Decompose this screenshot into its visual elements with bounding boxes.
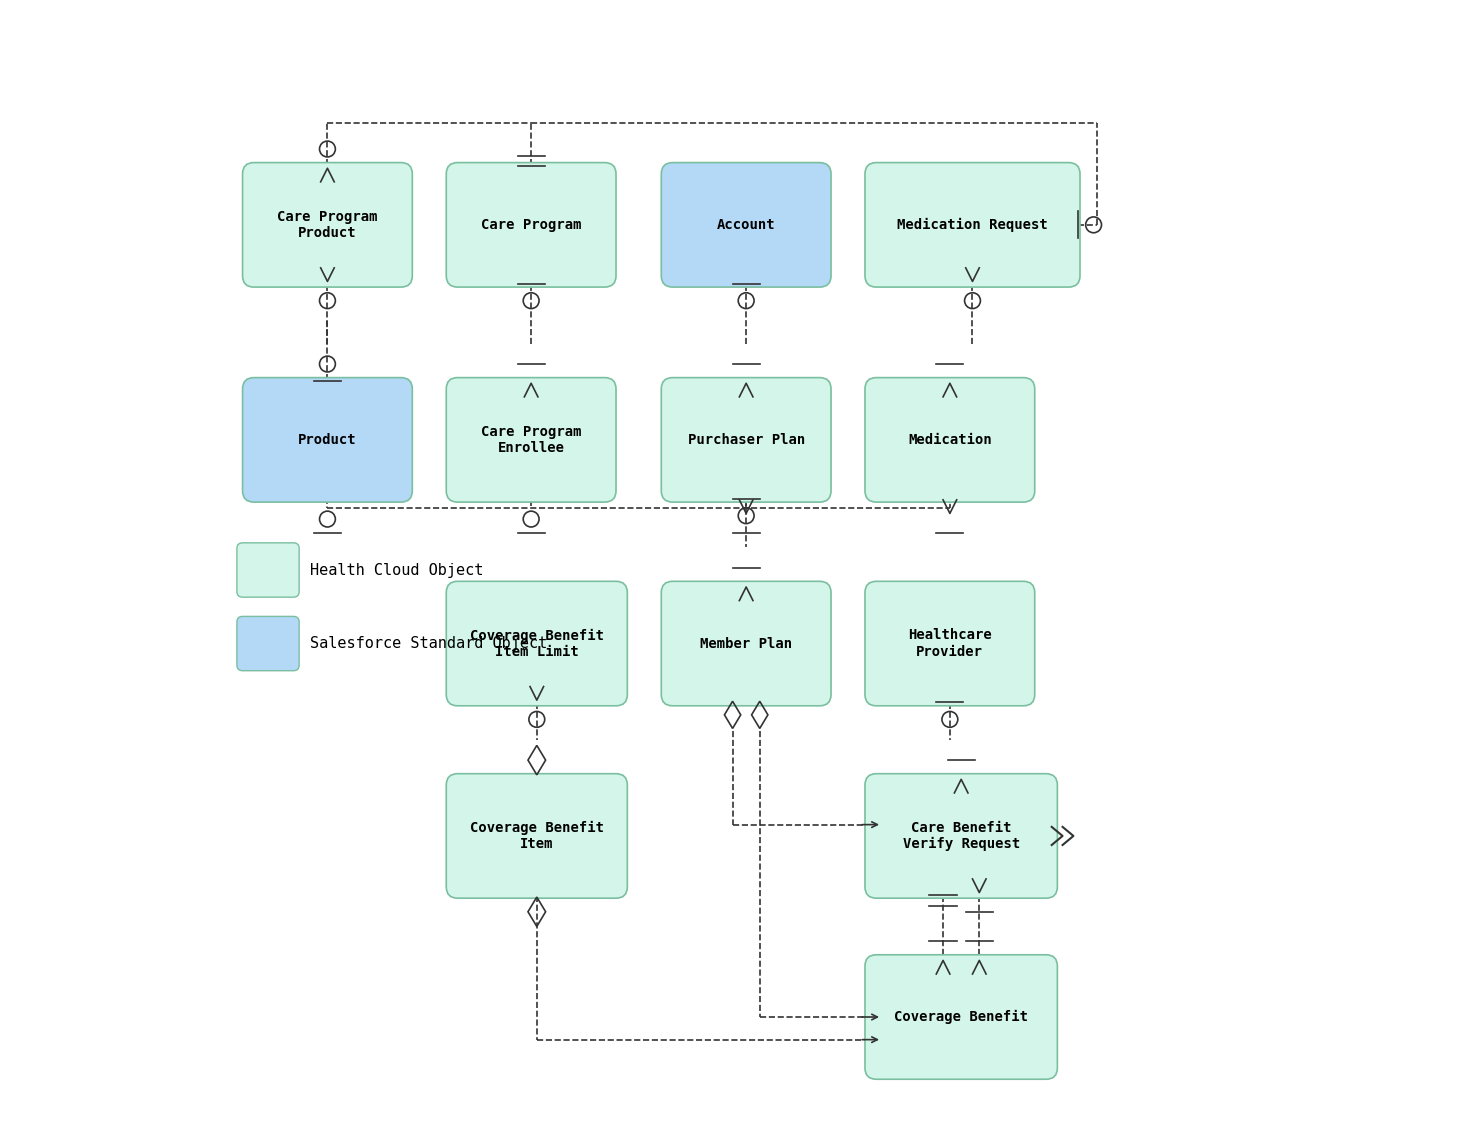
Text: Member Plan: Member Plan (701, 636, 792, 651)
Text: Healthcare
Provider: Healthcare Provider (908, 628, 992, 659)
Text: Coverage Benefit: Coverage Benefit (895, 1010, 1028, 1024)
FancyBboxPatch shape (865, 581, 1035, 706)
FancyBboxPatch shape (237, 543, 299, 597)
Text: Purchaser Plan: Purchaser Plan (687, 433, 804, 447)
Text: Care Program
Product: Care Program Product (277, 210, 378, 239)
FancyBboxPatch shape (446, 774, 628, 898)
FancyBboxPatch shape (662, 581, 831, 706)
Text: Care Program
Enrollee: Care Program Enrollee (481, 425, 582, 455)
Text: Coverage Benefit
Item Limit: Coverage Benefit Item Limit (469, 628, 604, 659)
FancyBboxPatch shape (865, 377, 1035, 502)
FancyBboxPatch shape (446, 377, 616, 502)
Text: Salesforce Standard Object: Salesforce Standard Object (311, 636, 548, 651)
Text: Health Cloud Object: Health Cloud Object (311, 562, 484, 578)
Text: Product: Product (298, 433, 357, 447)
FancyBboxPatch shape (662, 163, 831, 287)
FancyBboxPatch shape (865, 163, 1080, 287)
Text: Medication: Medication (908, 433, 992, 447)
FancyBboxPatch shape (243, 163, 412, 287)
Text: Medication Request: Medication Request (897, 218, 1049, 231)
FancyBboxPatch shape (446, 163, 616, 287)
Text: Care Benefit
Verify Request: Care Benefit Verify Request (902, 821, 1020, 852)
Text: Care Program: Care Program (481, 218, 582, 231)
Text: Coverage Benefit
Item: Coverage Benefit Item (469, 821, 604, 852)
FancyBboxPatch shape (446, 581, 628, 706)
FancyBboxPatch shape (662, 377, 831, 502)
FancyBboxPatch shape (243, 377, 412, 502)
FancyBboxPatch shape (865, 774, 1057, 898)
FancyBboxPatch shape (865, 955, 1057, 1080)
FancyBboxPatch shape (237, 617, 299, 670)
Text: Account: Account (717, 218, 776, 231)
